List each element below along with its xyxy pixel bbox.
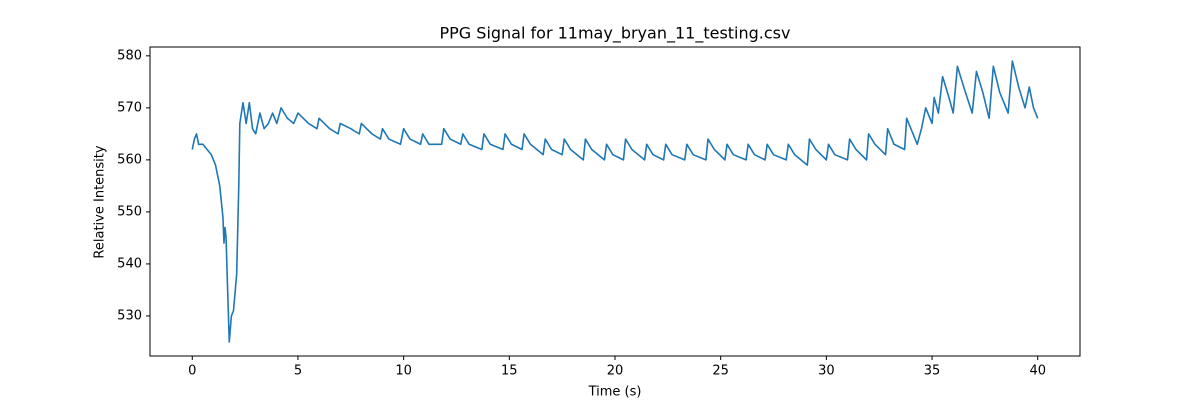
y-axis-label: Relative Intensity <box>93 145 108 258</box>
x-tick-label: 10 <box>395 364 412 379</box>
chart-title: PPG Signal for 11may_bryan_11_testing.cs… <box>440 24 791 44</box>
y-tick-label: 570 <box>117 100 142 115</box>
x-tick-label: 20 <box>607 364 624 379</box>
plot-frame <box>149 46 1081 357</box>
x-tick-label: 30 <box>818 364 835 379</box>
signal-line <box>191 60 1039 343</box>
y-tick-label: 580 <box>117 48 142 63</box>
x-tick-label: 35 <box>924 364 941 379</box>
y-tick-label: 550 <box>117 204 142 219</box>
x-tick-label: 0 <box>188 364 196 379</box>
x-axis-label: Time (s) <box>588 385 642 400</box>
x-tick-label: 25 <box>712 364 729 379</box>
y-tick-label: 530 <box>117 308 142 323</box>
x-tick-label: 15 <box>501 364 518 379</box>
x-tick-label: 40 <box>1029 364 1046 379</box>
x-tick-label: 5 <box>294 364 302 379</box>
y-tick-label: 540 <box>117 256 142 271</box>
y-tick-label: 560 <box>117 152 142 167</box>
